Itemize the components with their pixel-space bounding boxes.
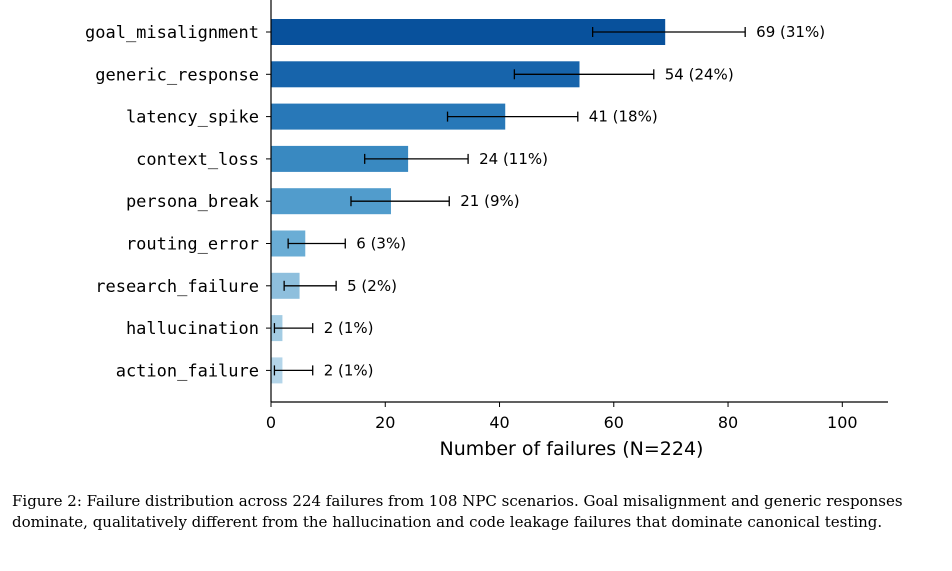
category-labels-layer: goal_misalignment generic_responselatency… [85, 23, 259, 381]
category-label-goal_misalignment: goal_misalignment [85, 23, 259, 43]
error-bar-hallucination [273, 323, 314, 334]
x-tick-label: 100 [827, 413, 858, 432]
category-label-action_failure: action_failure [116, 361, 259, 381]
category-label-persona_break: persona_break [126, 192, 259, 212]
figure-caption: Figure 2: Failure distribution across 22… [12, 492, 903, 531]
category-label-latency_spike: latency_spike [126, 108, 259, 128]
category-label-generic_response: generic_response [95, 65, 259, 85]
data-label-latency_spike: 41 (18%) [589, 108, 658, 126]
category-label-research_failure: research_failure [95, 277, 259, 297]
error-bar-generic_response [513, 69, 655, 80]
data-labels-layer: 69 (31%) 54 (24%) 41 (18%) 24 (11%) 21 (9%) 6… [324, 23, 825, 379]
data-label-goal_misalignment: 69 (31%) [756, 23, 825, 41]
data-label-research_failure: 5 (2%) [347, 277, 397, 295]
error-bar-research_failure [283, 280, 337, 291]
error-bar-context_loss [364, 153, 469, 164]
x-tick-label: 20 [375, 413, 395, 432]
error-bar-routing_error [287, 238, 346, 249]
data-label-persona_break: 21 (9%) [460, 192, 519, 210]
data-label-generic_response: 54 (24%) [665, 65, 734, 83]
axes-layer: 0 20 40 60 80 100 [266, 0, 888, 432]
error-bar-action_failure [273, 365, 314, 376]
error-bars-layer [273, 27, 746, 376]
x-axis-title: Number of failures (N=224) [440, 438, 704, 460]
error-bar-latency_spike [446, 111, 579, 122]
data-label-hallucination: 2 (1%) [324, 319, 374, 337]
category-label-context_loss: context_loss [136, 150, 259, 170]
x-tick-label: 40 [489, 413, 509, 432]
data-label-action_failure: 2 (1%) [324, 361, 374, 379]
category-label-routing_error: routing_error [126, 235, 259, 255]
x-tick-label: 0 [266, 413, 276, 432]
error-bar-goal_misalignment [591, 27, 746, 37]
category-label-hallucination: hallucination [126, 319, 259, 339]
data-label-routing_error: 6 (3%) [356, 235, 406, 253]
error-bar-persona_break [350, 196, 450, 207]
x-tick-label: 60 [604, 413, 624, 432]
failure-bar-chart: 69 (31%) 54 (24%) 41 (18%) 24 (11%) 21 (9%) 6… [85, 0, 888, 460]
x-tick-label: 80 [718, 413, 738, 432]
data-label-context_loss: 24 (11%) [479, 150, 548, 168]
